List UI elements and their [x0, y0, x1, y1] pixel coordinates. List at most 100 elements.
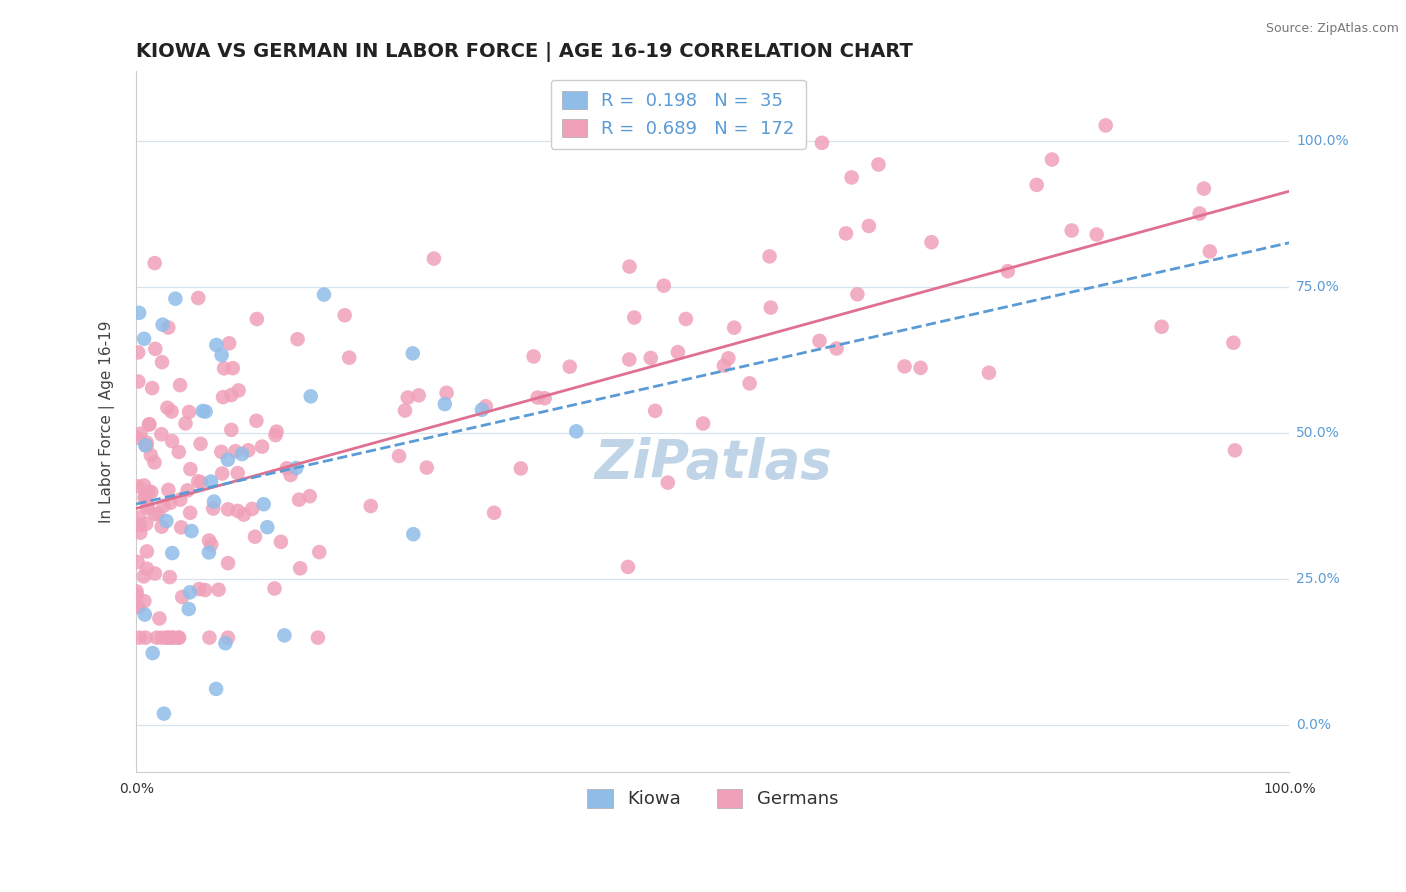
- Point: [143, 256, 166, 270]
- Point: [523, 350, 546, 364]
- Point: [138, 484, 160, 499]
- Point: [738, 376, 761, 391]
- Point: [825, 342, 848, 356]
- Point: [808, 334, 831, 348]
- Point: [1198, 244, 1220, 259]
- Point: [142, 646, 165, 660]
- Point: [159, 496, 181, 510]
- Point: [129, 518, 152, 533]
- Point: [221, 388, 243, 402]
- Point: [619, 352, 641, 367]
- Text: 0.0%: 0.0%: [1296, 718, 1331, 732]
- Point: [205, 338, 228, 352]
- Point: [156, 401, 179, 415]
- Point: [179, 585, 201, 599]
- Point: [135, 544, 157, 558]
- Y-axis label: In Labor Force | Age 16-19: In Labor Force | Age 16-19: [100, 320, 115, 523]
- Point: [138, 417, 160, 432]
- Point: [1150, 319, 1173, 334]
- Point: [153, 706, 176, 721]
- Point: [657, 475, 679, 490]
- Point: [127, 479, 149, 493]
- Point: [298, 489, 321, 503]
- Point: [1060, 223, 1083, 237]
- Point: [127, 345, 149, 359]
- Point: [433, 397, 456, 411]
- Point: [217, 502, 239, 516]
- Point: [312, 287, 335, 301]
- Point: [666, 345, 689, 359]
- Point: [910, 360, 932, 375]
- Point: [128, 600, 150, 615]
- Point: [858, 219, 880, 233]
- Point: [167, 631, 190, 645]
- Point: [191, 404, 214, 418]
- Point: [134, 438, 156, 452]
- Point: [194, 404, 217, 418]
- Point: [136, 499, 159, 513]
- Point: [285, 461, 308, 475]
- Point: [1040, 153, 1063, 167]
- Point: [226, 466, 249, 480]
- Point: [623, 310, 645, 325]
- Point: [135, 631, 157, 645]
- Point: [200, 537, 222, 551]
- Point: [135, 439, 157, 453]
- Point: [132, 569, 155, 583]
- Legend: Kiowa, Germans: Kiowa, Germans: [581, 782, 845, 815]
- Point: [1085, 227, 1108, 242]
- Point: [717, 351, 740, 366]
- Point: [264, 428, 287, 442]
- Point: [250, 440, 273, 454]
- Point: [198, 631, 221, 645]
- Point: [134, 607, 156, 622]
- Point: [482, 506, 505, 520]
- Point: [211, 467, 233, 481]
- Point: [128, 631, 150, 645]
- Point: [159, 570, 181, 584]
- Point: [246, 312, 269, 326]
- Point: [509, 461, 531, 475]
- Point: [273, 628, 295, 642]
- Point: [160, 434, 183, 449]
- Point: [1223, 443, 1246, 458]
- Point: [176, 483, 198, 498]
- Point: [156, 631, 179, 645]
- Point: [921, 235, 943, 250]
- Point: [172, 590, 194, 604]
- Point: [127, 555, 149, 569]
- Point: [266, 425, 288, 439]
- Point: [219, 423, 242, 437]
- Point: [243, 530, 266, 544]
- Text: 75.0%: 75.0%: [1296, 280, 1340, 294]
- Point: [129, 426, 152, 441]
- Point: [148, 611, 170, 625]
- Point: [157, 483, 180, 497]
- Point: [1094, 119, 1116, 133]
- Point: [167, 631, 190, 645]
- Point: [619, 260, 641, 274]
- Point: [190, 475, 212, 490]
- Point: [150, 519, 173, 533]
- Text: 50.0%: 50.0%: [1296, 426, 1340, 440]
- Point: [139, 448, 162, 462]
- Point: [475, 399, 498, 413]
- Point: [128, 510, 150, 524]
- Point: [150, 355, 173, 369]
- Point: [675, 312, 697, 326]
- Point: [288, 561, 311, 575]
- Point: [997, 264, 1019, 278]
- Point: [217, 452, 239, 467]
- Point: [1188, 206, 1211, 220]
- Point: [835, 227, 858, 241]
- Point: [132, 478, 155, 492]
- Point: [270, 534, 292, 549]
- Point: [127, 375, 149, 389]
- Point: [423, 252, 446, 266]
- Point: [202, 501, 225, 516]
- Text: ZiPatlas: ZiPatlas: [593, 437, 831, 490]
- Point: [471, 402, 494, 417]
- Point: [148, 507, 170, 521]
- Point: [127, 431, 149, 445]
- Point: [138, 417, 160, 432]
